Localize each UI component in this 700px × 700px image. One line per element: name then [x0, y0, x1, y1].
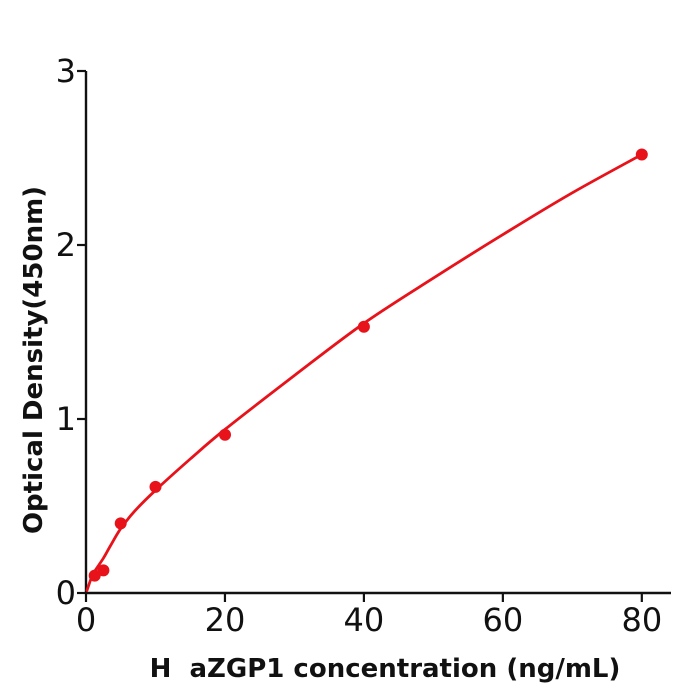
data-points — [88, 148, 648, 582]
x-tick-label: 20 — [205, 601, 246, 639]
data-point — [635, 148, 648, 161]
data-point — [88, 569, 101, 582]
y-tick-label: 1 — [56, 400, 76, 438]
fit-curve-line — [85, 153, 644, 592]
data-point — [97, 564, 110, 577]
x-tick-label: 80 — [621, 601, 662, 639]
y-tick-label: 2 — [56, 226, 76, 264]
data-point — [357, 320, 370, 333]
y-tick-label: 0 — [56, 574, 76, 612]
data-point — [149, 480, 162, 493]
data-point — [219, 428, 231, 441]
x-tick-label: 40 — [344, 601, 385, 639]
x-tick-label: 60 — [483, 601, 524, 639]
fit-curve — [85, 153, 644, 592]
data-point — [114, 517, 127, 530]
y-axis-title: Optical Density(450nm) — [19, 186, 49, 534]
x-axis-title: H aZGP1 concentration (ng/mL) — [150, 654, 621, 684]
axes: 0 20 40 60 80 0 1 2 3 — [56, 52, 671, 639]
x-tick-label: 0 — [76, 601, 96, 639]
y-tick-label: 3 — [56, 52, 76, 90]
